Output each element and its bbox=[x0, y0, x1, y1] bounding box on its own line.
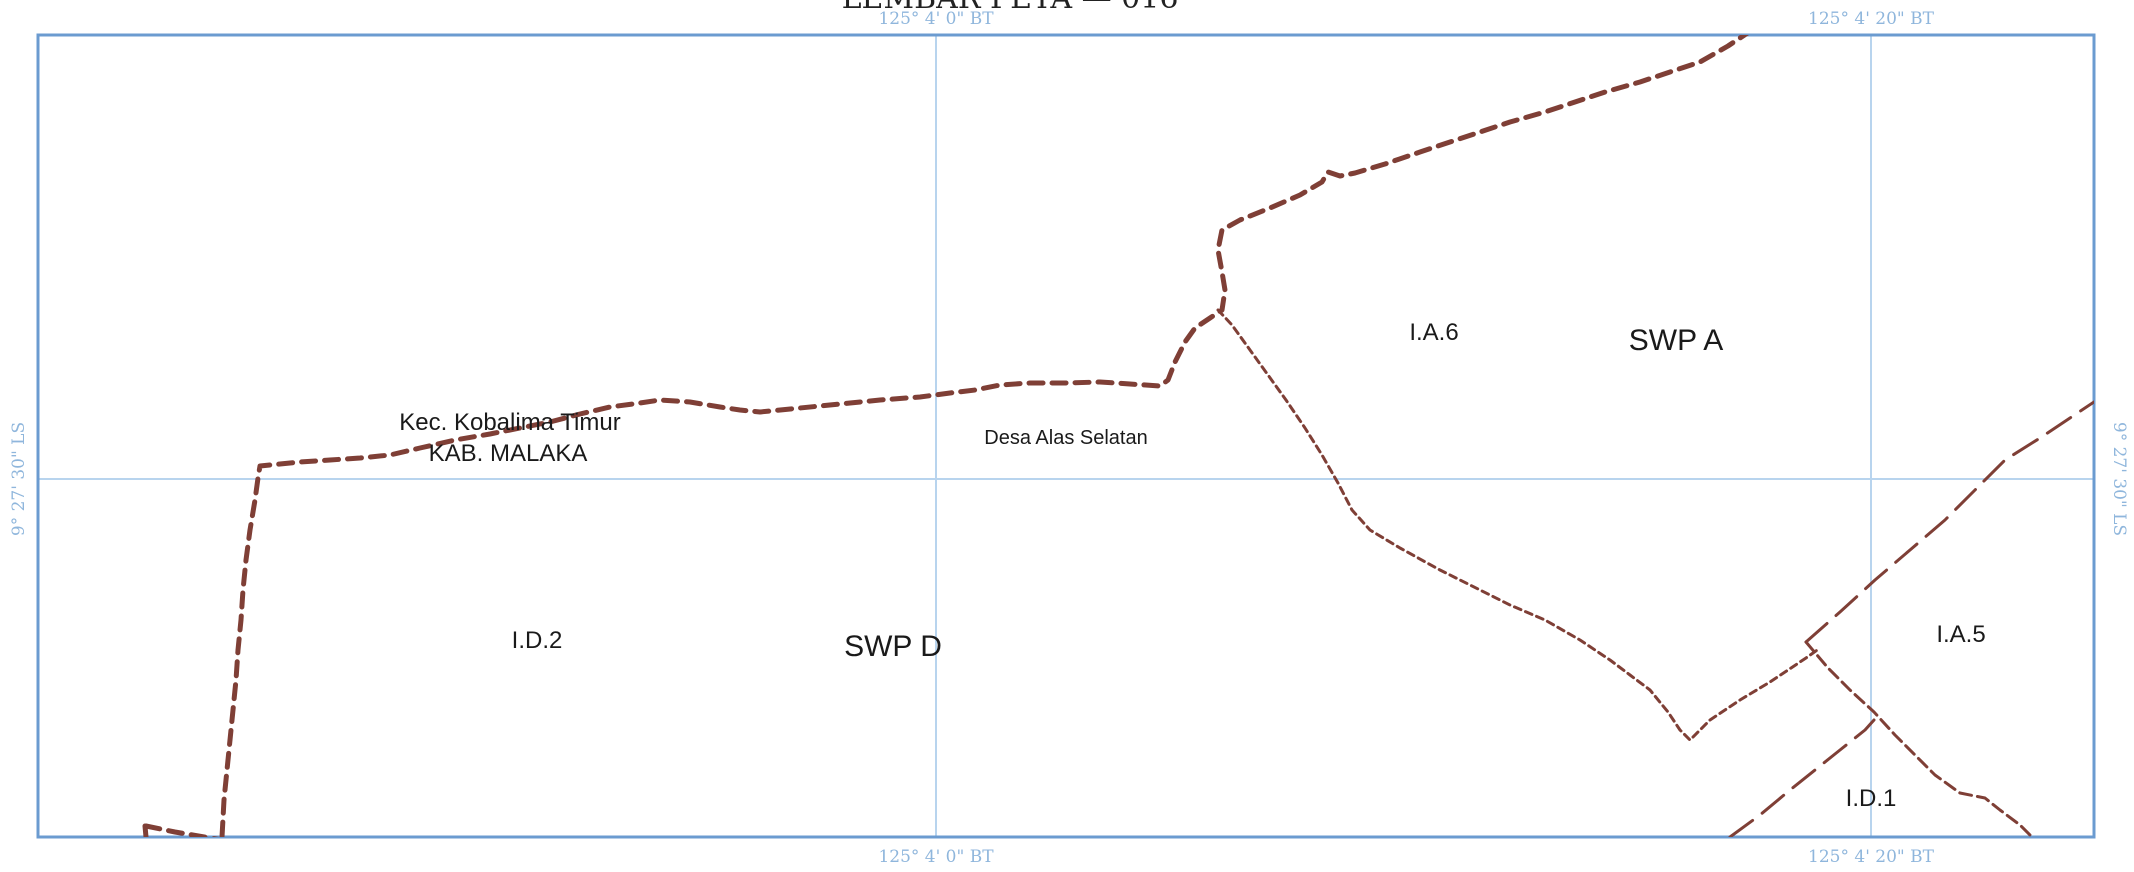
zone-boundary-medium-dash bbox=[1804, 640, 2035, 837]
lon-label-bottom-right: 125° 4' 20" BT bbox=[1808, 847, 1935, 867]
swp-label-d: SWP D bbox=[844, 630, 942, 663]
map-frame bbox=[36, 33, 2096, 839]
graticule bbox=[38, 35, 2094, 837]
lat-label-right: 9° 27' 30" LS bbox=[2109, 422, 2129, 536]
swp-label-a: SWP A bbox=[1629, 324, 1723, 357]
zone-label-ia5: I.A.5 bbox=[1936, 621, 1985, 648]
village-label: Desa Alas Selatan bbox=[984, 427, 1147, 449]
district-boundary bbox=[219, 35, 1750, 837]
zone-label-ia6: I.A.6 bbox=[1409, 319, 1458, 346]
lat-label-left: 9° 27' 30" LS bbox=[9, 422, 29, 536]
zone-label-id1: I.D.1 bbox=[1846, 785, 1897, 812]
sheet-title: LEMBAR PETA — 016 bbox=[842, 0, 1179, 16]
zone-boundary-long-dash-2 bbox=[1728, 718, 1876, 837]
district-boundary-corner bbox=[142, 823, 220, 837]
district-label: Kec. Kobalima Timur bbox=[399, 409, 620, 436]
zone-boundary-long-dash-1 bbox=[1804, 400, 2094, 644]
lon-label-top-left: 125° 4' 0" BT bbox=[878, 9, 994, 29]
lon-label-bottom-left: 125° 4' 0" BT bbox=[878, 847, 994, 867]
lon-label-top-right: 125° 4' 20" BT bbox=[1808, 9, 1935, 29]
zone-boundary-short-dash bbox=[1216, 308, 1822, 742]
regency-label: KAB. MALAKA bbox=[429, 440, 588, 467]
zone-label-id2: I.D.2 bbox=[512, 627, 563, 654]
